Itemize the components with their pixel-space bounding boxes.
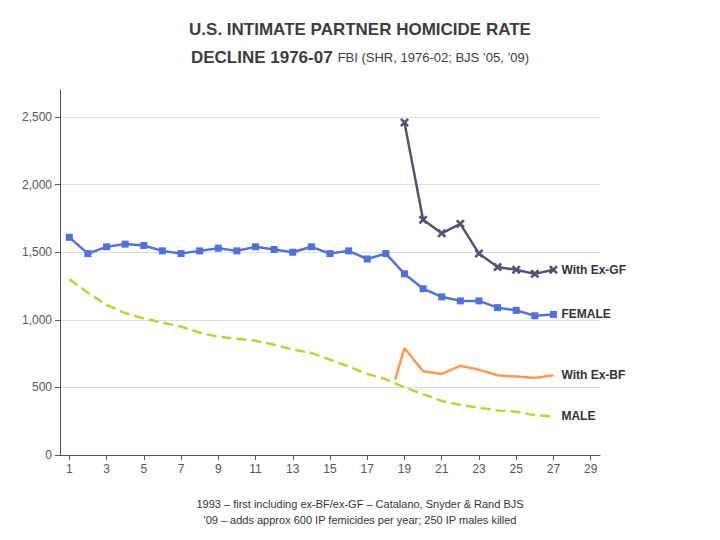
svg-text:1: 1 — [66, 462, 73, 476]
svg-text:2,500: 2,500 — [22, 110, 52, 124]
svg-text:With Ex-GF: With Ex-GF — [561, 263, 626, 277]
svg-text:3: 3 — [103, 462, 110, 476]
svg-text:23: 23 — [472, 462, 486, 476]
svg-text:21: 21 — [435, 462, 449, 476]
svg-text:With Ex-BF: With Ex-BF — [561, 368, 625, 382]
svg-text:'09 – adds approx 600 IP femic: '09 – adds approx 600 IP femicides per y… — [204, 514, 517, 526]
svg-text:7: 7 — [178, 462, 185, 476]
svg-text:1,500: 1,500 — [22, 245, 52, 259]
svg-text:FBI (SHR, 1976-02; BJS ’05, ’0: FBI (SHR, 1976-02; BJS ’05, ’09) — [338, 50, 529, 65]
svg-text:27: 27 — [547, 462, 561, 476]
svg-text:19: 19 — [398, 462, 412, 476]
svg-text:2,000: 2,000 — [22, 178, 52, 192]
svg-text:1993 – first including ex-BF/e: 1993 – first including ex-BF/ex-GF – Cat… — [196, 498, 523, 510]
svg-text:MALE: MALE — [561, 409, 595, 423]
svg-text:11: 11 — [249, 462, 262, 476]
svg-text:13: 13 — [286, 462, 300, 476]
svg-text:U.S. INTIMATE PARTNER HOMICIDE: U.S. INTIMATE PARTNER HOMICIDE RATE — [189, 20, 531, 39]
svg-text:17: 17 — [361, 462, 375, 476]
svg-text:29: 29 — [584, 462, 598, 476]
svg-text:0: 0 — [45, 448, 52, 462]
svg-text:DECLINE 1976-07: DECLINE 1976-07 — [191, 48, 333, 67]
svg-text:5: 5 — [140, 462, 147, 476]
svg-text:15: 15 — [323, 462, 337, 476]
svg-text:25: 25 — [510, 462, 524, 476]
svg-text:1,000: 1,000 — [22, 313, 52, 327]
svg-text:FEMALE: FEMALE — [561, 307, 610, 321]
svg-text:9: 9 — [215, 462, 222, 476]
svg-text:500: 500 — [32, 380, 52, 394]
